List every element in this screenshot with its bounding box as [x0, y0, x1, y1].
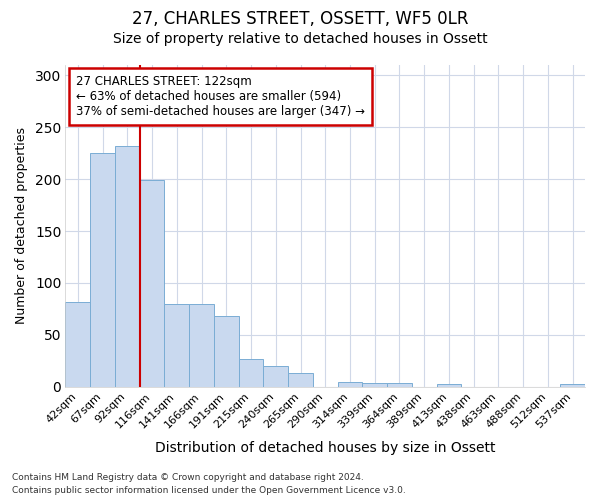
Bar — [189, 304, 214, 386]
Bar — [214, 316, 239, 386]
Bar — [140, 180, 164, 386]
Bar — [90, 153, 115, 386]
X-axis label: Distribution of detached houses by size in Ossett: Distribution of detached houses by size … — [155, 441, 496, 455]
Bar — [164, 304, 189, 386]
Text: Size of property relative to detached houses in Ossett: Size of property relative to detached ho… — [113, 32, 487, 46]
Bar — [263, 366, 288, 386]
Bar — [437, 384, 461, 386]
Bar — [362, 382, 387, 386]
Bar — [387, 382, 412, 386]
Y-axis label: Number of detached properties: Number of detached properties — [15, 128, 28, 324]
Text: 27, CHARLES STREET, OSSETT, WF5 0LR: 27, CHARLES STREET, OSSETT, WF5 0LR — [132, 10, 468, 28]
Bar — [239, 358, 263, 386]
Bar — [338, 382, 362, 386]
Text: Contains HM Land Registry data © Crown copyright and database right 2024.: Contains HM Land Registry data © Crown c… — [12, 474, 364, 482]
Bar — [288, 374, 313, 386]
Text: Contains public sector information licensed under the Open Government Licence v3: Contains public sector information licen… — [12, 486, 406, 495]
Bar — [65, 302, 90, 386]
Bar — [115, 146, 140, 386]
Text: 27 CHARLES STREET: 122sqm
← 63% of detached houses are smaller (594)
37% of semi: 27 CHARLES STREET: 122sqm ← 63% of detac… — [76, 74, 365, 118]
Bar — [560, 384, 585, 386]
